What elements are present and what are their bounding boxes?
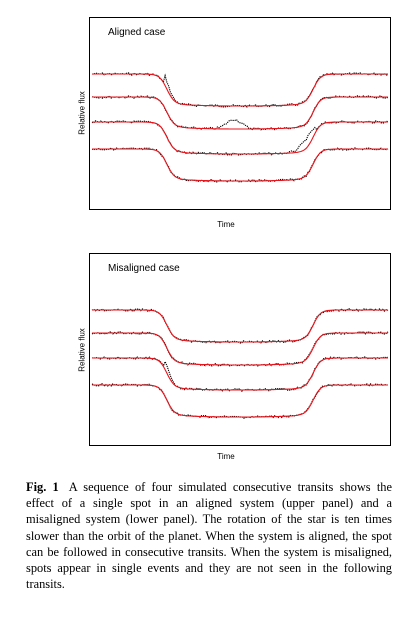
figure-caption-text: A sequence of four simulated consecutive… [26,480,392,592]
misaligned-model-flux-1 [92,309,388,343]
aligned-case-title: Aligned case [108,27,166,38]
misaligned-case-plot [91,308,389,419]
misaligned-case-title: Misaligned case [108,263,180,274]
figure-caption-label: Fig. 1 [26,480,59,494]
misaligned-transit-3 [91,355,389,392]
aligned-transit-4 [91,147,389,183]
misaligned-transit-1 [91,308,389,344]
aligned-case-plot [91,72,389,183]
aligned-transit-3 [91,120,389,156]
misaligned-observed-flux-2 [91,331,389,367]
aligned-model-flux-1 [92,73,388,107]
misaligned-model-flux-3 [92,357,388,391]
aligned-case-panel: Aligned case [89,17,391,210]
aligned-case-x-axis-label: Time [217,220,235,229]
aligned-model-flux-4 [92,148,388,182]
aligned-observed-flux-2 [91,95,389,131]
misaligned-observed-flux-1 [91,308,389,344]
aligned-observed-flux-1 [91,72,389,108]
aligned-observed-flux-3 [91,120,389,156]
misaligned-model-flux-2 [92,332,388,366]
aligned-model-flux-3 [92,121,388,155]
aligned-transit-2 [91,95,389,131]
misaligned-observed-flux-4 [91,383,389,419]
misaligned-model-flux-4 [92,384,388,418]
misaligned-transit-4 [91,383,389,419]
misaligned-case-x-axis-label: Time [217,452,235,461]
misaligned-case-panel: Misaligned case [89,253,391,446]
aligned-transit-1 [91,72,389,108]
aligned-model-flux-2 [92,96,388,130]
misaligned-observed-flux-3 [91,355,389,392]
misaligned-case-y-axis-label: Relative flux [77,328,87,372]
aligned-observed-flux-4 [91,147,389,183]
misaligned-transit-2 [91,331,389,367]
aligned-case-y-axis-label: Relative flux [77,91,87,135]
